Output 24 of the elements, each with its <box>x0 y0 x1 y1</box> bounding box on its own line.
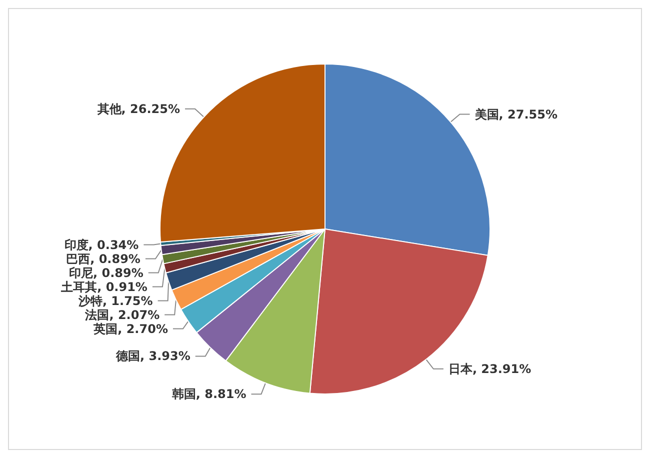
data-label: , 0.89% <box>92 266 144 280</box>
data-label: , 26.25% <box>121 102 180 116</box>
data-label: , 3.93% <box>140 349 190 364</box>
slice-label: 美国 <box>474 107 499 122</box>
data-label: , 0.89% <box>90 252 140 266</box>
slice-label: 土耳其 <box>60 280 98 294</box>
data-label: , 8.81% <box>196 387 246 402</box>
slice-label: 其他 <box>96 102 122 116</box>
slice-label: 沙特 <box>77 294 102 308</box>
data-label: , 1.75% <box>102 294 153 308</box>
slice-label: 印度 <box>64 238 88 252</box>
data-label: , 0.34% <box>88 238 139 252</box>
slice-label: 法国 <box>84 308 110 322</box>
slice-label: 韩国 <box>170 387 196 402</box>
data-label: , 23.91% <box>472 362 532 376</box>
slice-label: 德国 <box>114 349 140 364</box>
slice-label: 印尼 <box>68 266 93 280</box>
slice-label: 日本 <box>448 362 474 376</box>
slice-label: 巴西 <box>66 252 90 266</box>
data-label: , 2.70% <box>118 322 168 336</box>
data-label: , 0.91% <box>97 280 148 294</box>
data-label: , 27.55% <box>498 107 558 122</box>
data-label: , 2.07% <box>109 308 160 322</box>
slice-label: 英国 <box>92 322 118 336</box>
